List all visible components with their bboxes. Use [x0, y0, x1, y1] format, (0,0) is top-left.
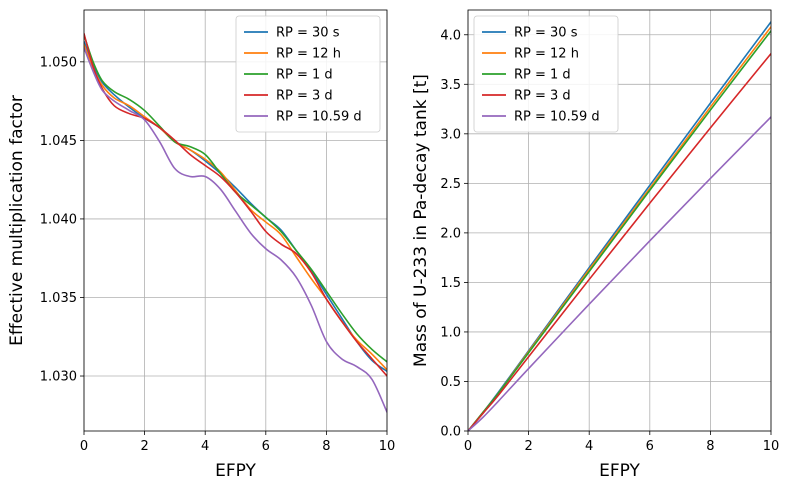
- legend-box: [473, 15, 619, 133]
- legend-label-5: RP = 10.59 d: [276, 110, 362, 125]
- y-tick-label: 0.0: [440, 425, 461, 440]
- x-tick-label: 8: [322, 439, 330, 454]
- series-line-4: [84, 32, 387, 377]
- y-axis-label: Mass of U-233 in Pa-decay tank [t]: [411, 74, 431, 367]
- legend-label-3: RP = 1 d: [276, 68, 333, 83]
- y-tick-label: 1.040: [40, 212, 77, 227]
- legend-label-1: RP = 30 s: [514, 26, 578, 41]
- legend-label-1: RP = 30 s: [276, 26, 340, 41]
- legend-label-4: RP = 3 d: [276, 89, 333, 104]
- legend-label-4: RP = 3 d: [514, 89, 571, 104]
- x-axis-label: EFPY: [215, 461, 256, 481]
- x-tick-label: 2: [140, 439, 148, 454]
- series-line-5: [468, 116, 771, 431]
- y-tick-label: 1.030: [40, 370, 77, 385]
- legend: RP = 30 s RP = 12 h RP = 1 d RP = 3 d RP = 1…: [473, 15, 619, 133]
- series-line-4: [468, 52, 771, 431]
- legend-label-2: RP = 12 h: [276, 47, 341, 62]
- x-tick-label: 2: [524, 439, 532, 454]
- right-chart-panel: 0 2 4 6 8 10 0.0 0.5 1.0 1.5 2.0 2.5 3.0 3.5 4.0 EFPY Ma…: [411, 9, 780, 481]
- y-tick-label: 2.0: [440, 226, 461, 241]
- series-line-5: [84, 46, 387, 413]
- legend-box: [235, 15, 381, 133]
- y-tick-label: 1.0: [440, 325, 461, 340]
- y-tick-label: 1.035: [40, 291, 77, 306]
- x-tick-label: 6: [262, 439, 270, 454]
- legend-label-5: RP = 10.59 d: [514, 110, 600, 125]
- x-tick-label: 0: [80, 439, 88, 454]
- x-tick-label: 4: [201, 439, 209, 454]
- x-tick-label: 10: [379, 439, 396, 454]
- y-tick-label: 1.050: [40, 55, 77, 70]
- x-tick-label: 10: [763, 439, 780, 454]
- x-tick-label: 8: [706, 439, 714, 454]
- x-tick-label: 6: [646, 439, 654, 454]
- series-line-3: [468, 30, 771, 431]
- legend-label-3: RP = 1 d: [514, 68, 571, 83]
- y-tick-label: 4.0: [440, 28, 461, 43]
- y-tick-label: 0.5: [440, 375, 461, 390]
- y-tick-label: 3.5: [440, 78, 461, 93]
- plot-frame: [83, 9, 388, 432]
- plot-frame: [467, 9, 772, 432]
- x-tick-label: 0: [464, 439, 472, 454]
- y-tick-label: 2.5: [440, 177, 461, 192]
- y-tick-label: 1.5: [440, 276, 461, 291]
- y-axis-label: Effective multiplication factor: [7, 95, 27, 346]
- left-chart-panel: 0 2 4 6 8 10 1.030 1.035 1.040 1.045 1.050 EFPY Effe…: [7, 9, 396, 481]
- x-tick-label: 4: [585, 439, 593, 454]
- y-tick-label: 1.045: [40, 134, 77, 149]
- y-tick-label: 3.0: [440, 127, 461, 142]
- x-axis-label: EFPY: [599, 461, 640, 481]
- legend: RP = 30 s RP = 12 h RP = 1 d RP = 3 d RP = 1…: [235, 15, 381, 133]
- legend-label-2: RP = 12 h: [514, 47, 579, 62]
